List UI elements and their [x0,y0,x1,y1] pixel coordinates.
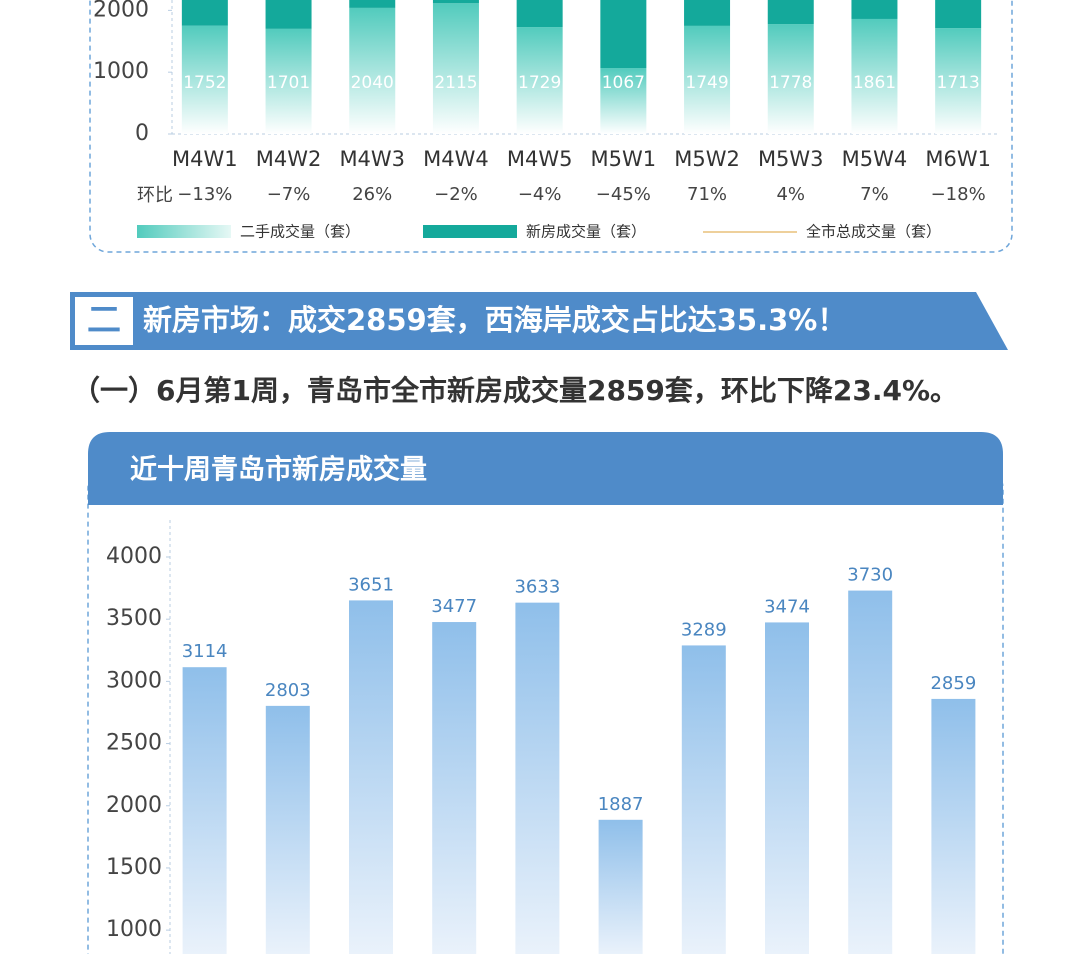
value-label: 1713 [937,73,980,93]
legend-label: 新房成交量（套） [526,223,646,241]
x-tick-label: M5W4 [842,147,908,171]
ratio: −7% [267,184,311,205]
value-label: 1749 [685,73,728,93]
bar-segment [767,0,814,25]
ratio: −18% [931,184,986,205]
y-tick-label: 0 [135,121,149,146]
ratio: 4% [776,184,805,205]
x-tick-label: M5W1 [591,147,657,171]
value-label: 1729 [518,73,561,93]
x-tick-label: M5W3 [758,147,824,171]
x-tick-label: M4W3 [339,147,405,171]
bar-segment [181,25,228,134]
y-tick-label: 3000 [106,668,162,693]
bar [681,645,726,954]
value-label: 2040 [351,73,394,93]
section-icon [75,297,133,345]
value-label: 1861 [853,73,896,93]
bar-segment [516,0,563,28]
bar-segment [684,25,731,135]
bar [432,622,477,954]
x-tick-label: M4W5 [507,147,573,171]
bar-segment [767,24,814,134]
value-label: 3730 [847,565,893,586]
bar-segment [935,28,982,135]
top-chart: 0 1000 2000 1752 M4W1 −13% 1701 M4W2 −7% 2040 M4W3… [93,0,991,241]
ratio: −13% [177,184,232,205]
bar-segment [684,0,731,26]
bar [349,600,393,954]
ratio-label: 环比 [137,185,173,206]
ratio: −45% [596,184,651,205]
bar [848,590,893,954]
value-label: 2115 [434,73,477,93]
y-tick-label: 2000 [93,0,149,22]
value-label: 1778 [769,73,812,93]
y-tick-label: 1000 [93,59,149,84]
bar-segment [600,0,647,69]
value-label: 3477 [431,596,477,617]
ratio: −2% [434,184,478,205]
legend-swatch [423,225,517,238]
bar-segment [432,3,479,134]
x-tick-label: M5W2 [674,147,740,171]
bar [265,705,310,954]
y-tick-label: 2500 [106,731,162,756]
bottom-chart: 1000 1500 2000 2500 3000 3500 4000 3114 2803 3651… [106,544,976,954]
bar [515,602,560,954]
x-tick-label: M4W2 [256,147,322,171]
value-label: 1887 [598,794,644,815]
ratio: 26% [352,184,392,205]
bar-segment [265,0,312,29]
bar [598,819,643,954]
bar [765,622,809,954]
bar-segment [349,0,396,8]
bar [931,698,976,954]
bar [182,667,227,954]
bar-segment [935,0,982,29]
y-tick-label: 3500 [106,606,162,631]
value-label: 3114 [182,641,228,662]
x-tick-label: M4W4 [423,147,489,171]
value-label: 1752 [183,73,226,93]
bar-segment [265,28,312,134]
value-label: 1067 [602,73,645,93]
value-label: 1701 [267,73,310,93]
y-tick-label: 4000 [106,544,162,569]
section-number: 二 [87,301,121,341]
x-tick-label: M6W1 [925,147,991,171]
ratio: 71% [687,184,727,205]
value-label: 3474 [764,596,810,617]
y-tick-label: 1000 [106,917,162,942]
x-tick-label: M4W1 [172,147,238,171]
ratio: −4% [518,184,562,205]
section-banner [70,292,1008,350]
value-label: 2859 [930,673,976,694]
bar-segment [181,0,228,26]
section-title: 新房市场：成交2859套，西海岸成交占比达35.3%！ [143,303,846,337]
ratio: 7% [860,184,889,205]
card-header [88,432,1003,505]
legend-label: 全市总成交量（套） [806,223,941,241]
bar-segment [516,27,563,134]
value-label: 3651 [348,574,394,595]
y-tick-label: 1500 [106,855,162,880]
bar-segment [851,0,898,19]
bar-segment [600,68,647,134]
chart-title: 近十周青岛市新房成交量 [130,454,427,486]
value-label: 2803 [265,680,311,701]
y-tick-label: 2000 [106,793,162,818]
bar-segment [432,0,479,4]
bar-segment [349,7,396,135]
value-label: 3633 [514,577,560,598]
bar-segment [851,18,898,135]
legend-label: 二手成交量（套） [240,223,360,241]
value-label: 3289 [681,619,727,640]
legend-swatch [137,225,231,238]
subtitle: （一）6月第1周，青岛市全市新房成交量2859套，环比下降23.4%。 [72,374,958,407]
